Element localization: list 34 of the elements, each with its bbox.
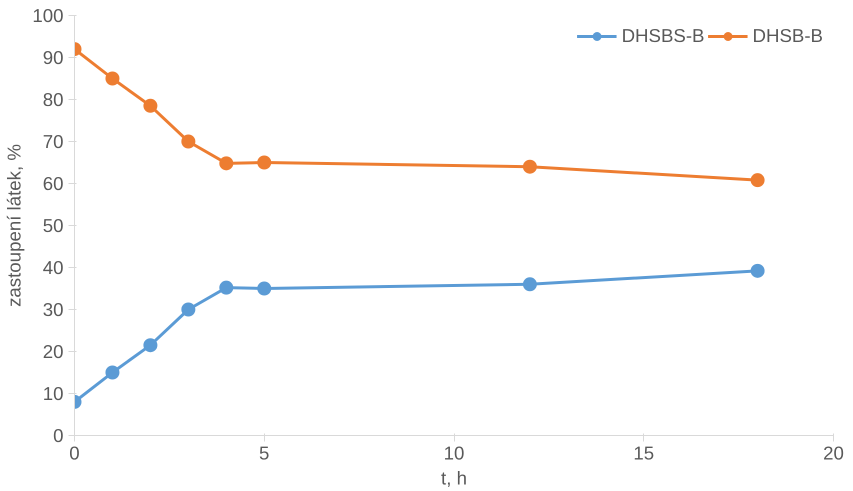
legend-label: DHSBS-B	[622, 25, 704, 47]
y-tick-label: 50	[42, 215, 64, 236]
point	[105, 72, 120, 86]
y-tick-label: 40	[42, 257, 64, 278]
x-axis-title: t, h	[441, 468, 467, 488]
y-tick-label: 10	[42, 383, 64, 404]
point	[750, 173, 765, 188]
point	[181, 134, 196, 148]
point	[522, 277, 537, 292]
point	[257, 156, 272, 170]
x-tick-label: 10	[444, 442, 464, 464]
y-tick-label: 20	[42, 341, 64, 362]
x-tick-label: 5	[259, 442, 270, 464]
point	[257, 282, 272, 296]
point	[750, 264, 765, 278]
y-tick-label: 70	[42, 131, 64, 152]
y-tick-label: 90	[42, 47, 64, 68]
x-tick-label: 20	[823, 442, 844, 464]
y-tick-label: 0	[53, 425, 64, 446]
point	[143, 338, 158, 352]
y-tick-label: 60	[42, 173, 64, 194]
point	[181, 302, 196, 316]
y-axis-title: zastoupení látek, %	[3, 144, 24, 307]
y-tick-label: 80	[42, 89, 64, 110]
point	[522, 160, 537, 174]
y-tick-label: 100	[32, 5, 64, 26]
y-tick-label: 30	[42, 299, 64, 320]
x-tick-label: 0	[69, 442, 80, 464]
legend-label: DHSB-B	[752, 25, 823, 47]
point	[143, 98, 158, 113]
point	[105, 366, 120, 380]
point	[219, 280, 234, 295]
point	[219, 156, 234, 170]
x-tick-label: 15	[633, 442, 654, 464]
